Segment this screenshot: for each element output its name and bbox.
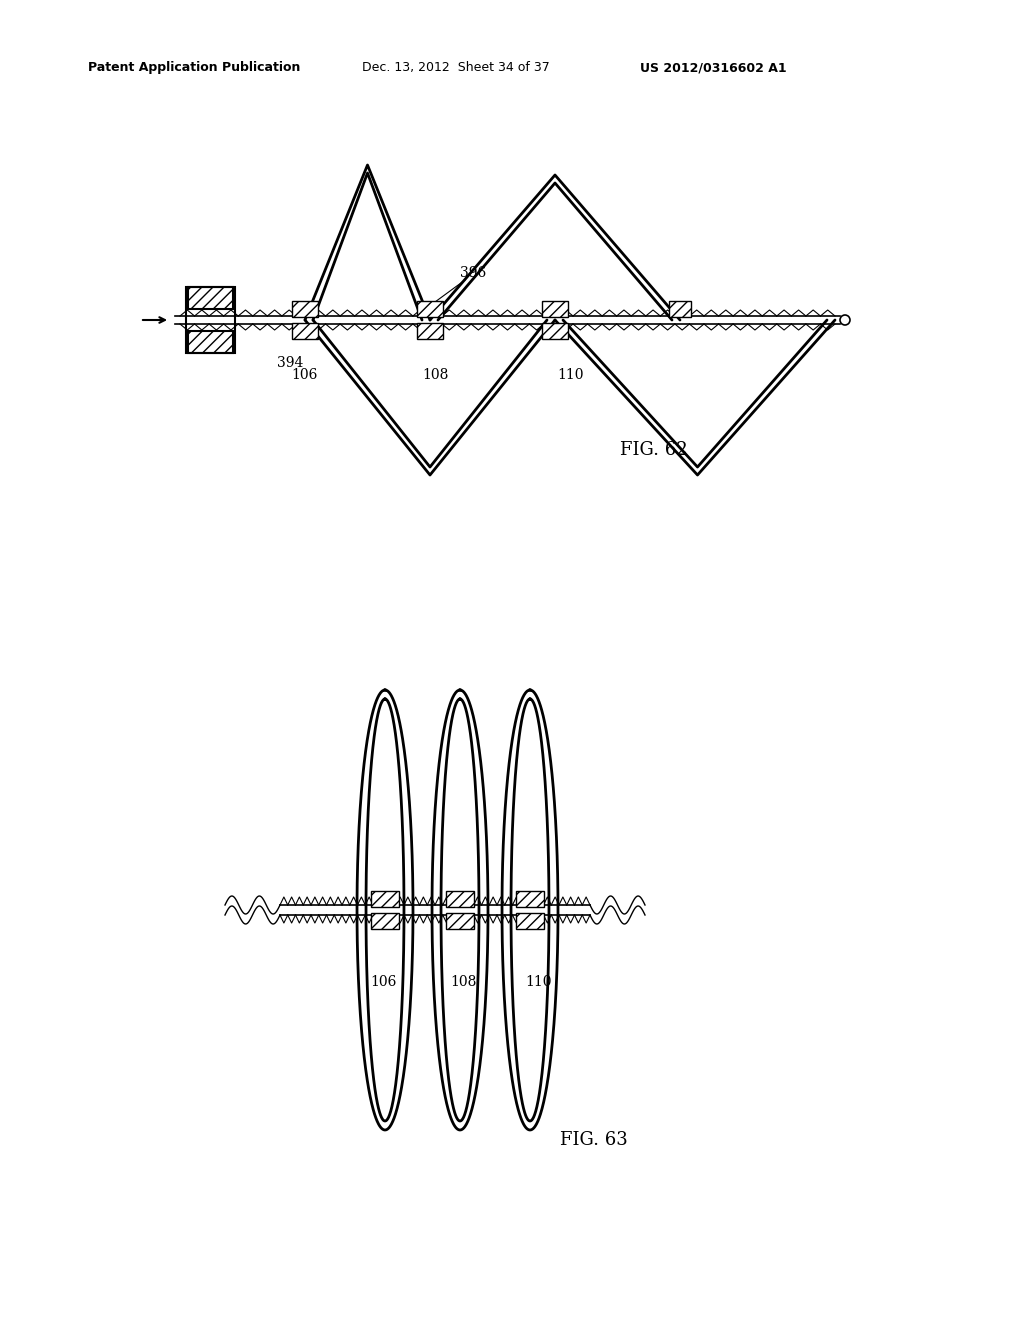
Bar xyxy=(417,301,443,317)
Text: 396: 396 xyxy=(460,267,486,280)
Bar xyxy=(669,301,691,317)
Bar xyxy=(371,913,399,929)
Bar xyxy=(187,331,232,352)
Text: US 2012/0316602 A1: US 2012/0316602 A1 xyxy=(640,62,786,74)
Text: 110: 110 xyxy=(557,368,584,381)
Text: 394: 394 xyxy=(278,356,303,370)
Bar xyxy=(292,301,318,317)
Text: 108: 108 xyxy=(422,368,449,381)
Text: 106: 106 xyxy=(291,368,317,381)
Text: 108: 108 xyxy=(450,975,476,989)
Bar xyxy=(542,323,568,339)
Bar xyxy=(516,891,544,907)
Text: FIG. 63: FIG. 63 xyxy=(560,1131,628,1148)
Bar xyxy=(446,913,474,929)
Bar xyxy=(185,286,234,352)
Text: Patent Application Publication: Patent Application Publication xyxy=(88,62,300,74)
Bar xyxy=(292,323,318,339)
Bar xyxy=(446,891,474,907)
Bar xyxy=(516,913,544,929)
Text: 106: 106 xyxy=(370,975,396,989)
Bar xyxy=(371,891,399,907)
Text: FIG. 62: FIG. 62 xyxy=(620,441,688,459)
Bar xyxy=(542,301,568,317)
Bar xyxy=(417,323,443,339)
Bar xyxy=(187,286,232,309)
Text: 110: 110 xyxy=(525,975,552,989)
Text: Dec. 13, 2012  Sheet 34 of 37: Dec. 13, 2012 Sheet 34 of 37 xyxy=(362,62,550,74)
